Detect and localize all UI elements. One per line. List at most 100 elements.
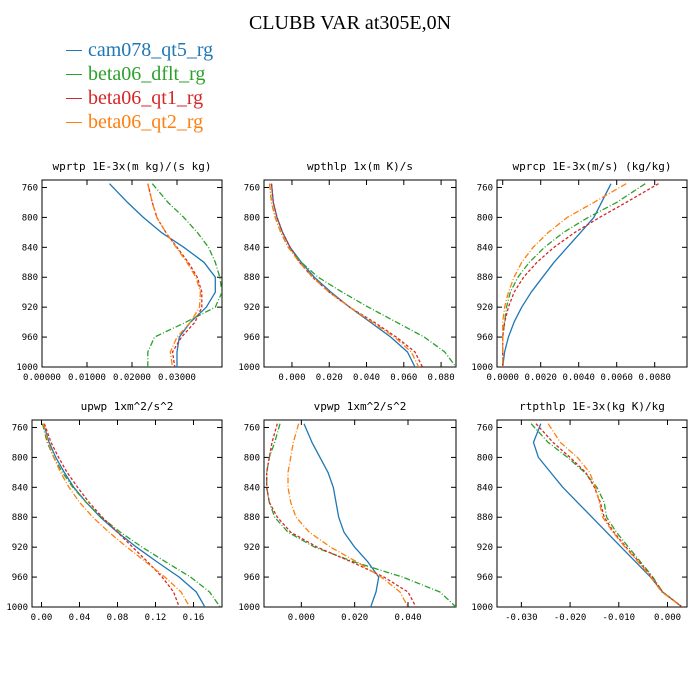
x-tick-label: 0.0080 bbox=[638, 373, 671, 383]
y-tick-label: 880 bbox=[477, 513, 493, 523]
legend-entry: beta06_qt1_rg bbox=[66, 86, 213, 110]
y-tick-label: 880 bbox=[477, 273, 493, 283]
x-tick-label: 0.00 bbox=[31, 613, 53, 623]
y-tick-label: 1000 bbox=[238, 603, 260, 613]
x-tick-label: 0.00000 bbox=[23, 373, 61, 383]
legend-line-swatch bbox=[66, 73, 82, 75]
x-tick-label: 0.0000 bbox=[486, 373, 519, 383]
series-line-beta06_qt2_rg bbox=[287, 423, 409, 607]
y-tick-label: 880 bbox=[12, 513, 28, 523]
series-line-beta06_qt1_rg bbox=[43, 423, 180, 607]
x-tick-label: 0.12 bbox=[145, 613, 167, 623]
x-tick-label: 0.040 bbox=[353, 373, 380, 383]
y-tick-label: 760 bbox=[12, 423, 28, 433]
y-tick-label: 760 bbox=[22, 183, 38, 193]
y-tick-label: 840 bbox=[22, 243, 38, 253]
y-tick-label: 840 bbox=[244, 483, 260, 493]
series-line-cam078_qt5_rg bbox=[303, 423, 380, 607]
y-tick-label: 920 bbox=[12, 543, 28, 553]
series-line-beta06_dflt_rg bbox=[266, 423, 456, 607]
x-tick-label: 0.000 bbox=[278, 373, 305, 383]
y-tick-label: 880 bbox=[244, 273, 260, 283]
legend-label: cam078_qt5_rg bbox=[88, 38, 214, 61]
y-tick-label: 1000 bbox=[6, 603, 28, 613]
x-tick-label: 0.0060 bbox=[600, 373, 633, 383]
series-line-cam078_qt5_rg bbox=[109, 183, 216, 367]
y-tick-label: 960 bbox=[244, 573, 260, 583]
x-tick-label: 0.000 bbox=[654, 613, 681, 623]
panel-title: wprtp 1E-3x(m kg)/(s kg) bbox=[53, 160, 212, 173]
y-tick-label: 840 bbox=[477, 243, 493, 253]
y-tick-label: 1000 bbox=[238, 363, 260, 373]
panel-title: rtpthlp 1E-3x(kg K)/kg bbox=[519, 400, 665, 413]
legend-line-swatch bbox=[66, 121, 82, 123]
y-tick-label: 1000 bbox=[16, 363, 38, 373]
series-line-beta06_dflt_rg bbox=[41, 423, 221, 607]
panel-title: upwp 1xm^2/s^2 bbox=[81, 400, 174, 413]
legend-line-swatch bbox=[66, 97, 82, 99]
series-line-beta06_qt2_rg bbox=[547, 423, 683, 607]
y-tick-label: 840 bbox=[244, 243, 260, 253]
legend-entry: beta06_qt2_rg bbox=[66, 110, 213, 134]
x-tick-label: 0.0020 bbox=[524, 373, 557, 383]
y-tick-label: 800 bbox=[477, 213, 493, 223]
x-tick-label: 0.04 bbox=[69, 613, 91, 623]
series-line-beta06_dflt_rg bbox=[147, 183, 222, 367]
y-tick-label: 800 bbox=[244, 213, 260, 223]
chart-panel: wpthlp 1x(m K)/s 760 800 840 880 920 960 1000 0.… bbox=[238, 160, 457, 383]
series-line-beta06_qt2_rg bbox=[42, 423, 191, 607]
x-tick-label: 0.080 bbox=[428, 373, 455, 383]
y-tick-label: 960 bbox=[12, 573, 28, 583]
series-line-beta06_dflt_rg bbox=[502, 183, 646, 367]
x-tick-label: 0.0040 bbox=[562, 373, 595, 383]
series-line-cam078_qt5_rg bbox=[270, 183, 416, 367]
y-tick-label: 760 bbox=[477, 183, 493, 193]
series-line-beta06_qt2_rg bbox=[147, 183, 202, 367]
y-tick-label: 1000 bbox=[471, 603, 493, 613]
legend-label: beta06_qt1_rg bbox=[88, 86, 204, 109]
legend: cam078_qt5_rg beta06_dflt_rg beta06_qt1_… bbox=[66, 38, 213, 134]
chart-panel: rtpthlp 1E-3x(kg K)/kg 760 800 840 880 920 960… bbox=[471, 400, 688, 623]
chart-panel: wprcp 1E-3x(m/s) (kg/kg) 760 800 840 880 920 9… bbox=[471, 160, 688, 383]
y-tick-label: 920 bbox=[477, 303, 493, 313]
y-tick-label: 880 bbox=[244, 513, 260, 523]
y-tick-label: 800 bbox=[22, 213, 38, 223]
panel-title: vpwp 1xm^2/s^2 bbox=[314, 400, 407, 413]
legend-entry: cam078_qt5_rg bbox=[66, 38, 213, 62]
series-line-cam078_qt5_rg bbox=[502, 183, 612, 367]
x-tick-label: 0.16 bbox=[183, 613, 205, 623]
x-tick-label: 0.08 bbox=[107, 613, 129, 623]
series-line-beta06_dflt_rg bbox=[268, 183, 456, 367]
plot-frame bbox=[263, 419, 457, 608]
series-line-beta06_qt1_rg bbox=[535, 423, 683, 607]
series-line-beta06_qt1_rg bbox=[266, 423, 417, 607]
x-tick-label: 0.020 bbox=[341, 613, 368, 623]
series-line-beta06_qt1_rg bbox=[270, 183, 423, 367]
x-tick-label: 0.060 bbox=[390, 373, 417, 383]
y-tick-label: 760 bbox=[244, 183, 260, 193]
plot-frame bbox=[31, 419, 223, 608]
y-tick-label: 800 bbox=[12, 453, 28, 463]
y-tick-label: 800 bbox=[244, 453, 260, 463]
figure-title: CLUBB VAR at305E,0N bbox=[248, 12, 452, 34]
y-tick-label: 840 bbox=[12, 483, 28, 493]
y-tick-label: 760 bbox=[477, 423, 493, 433]
y-tick-label: 960 bbox=[244, 333, 260, 343]
series-line-beta06_qt1_rg bbox=[502, 183, 659, 367]
plot-frame bbox=[263, 179, 457, 368]
plot-frame bbox=[496, 179, 688, 368]
chart-panel: upwp 1xm^2/s^2 760 800 840 880 920 960 10000.00… bbox=[6, 400, 223, 623]
x-tick-label: 0.000 bbox=[288, 613, 315, 623]
x-tick-label: 0.02000 bbox=[113, 373, 151, 383]
series-line-beta06_dflt_rg bbox=[530, 423, 683, 607]
plot-frame bbox=[496, 419, 688, 608]
legend-label: beta06_qt2_rg bbox=[88, 110, 204, 133]
y-tick-label: 880 bbox=[22, 273, 38, 283]
legend-line-swatch bbox=[66, 49, 82, 51]
y-tick-label: 960 bbox=[477, 333, 493, 343]
x-tick-label: 0.03000 bbox=[158, 373, 196, 383]
y-tick-label: 800 bbox=[477, 453, 493, 463]
x-tick-label: -0.030 bbox=[505, 613, 538, 623]
x-tick-label: 0.020 bbox=[316, 373, 343, 383]
